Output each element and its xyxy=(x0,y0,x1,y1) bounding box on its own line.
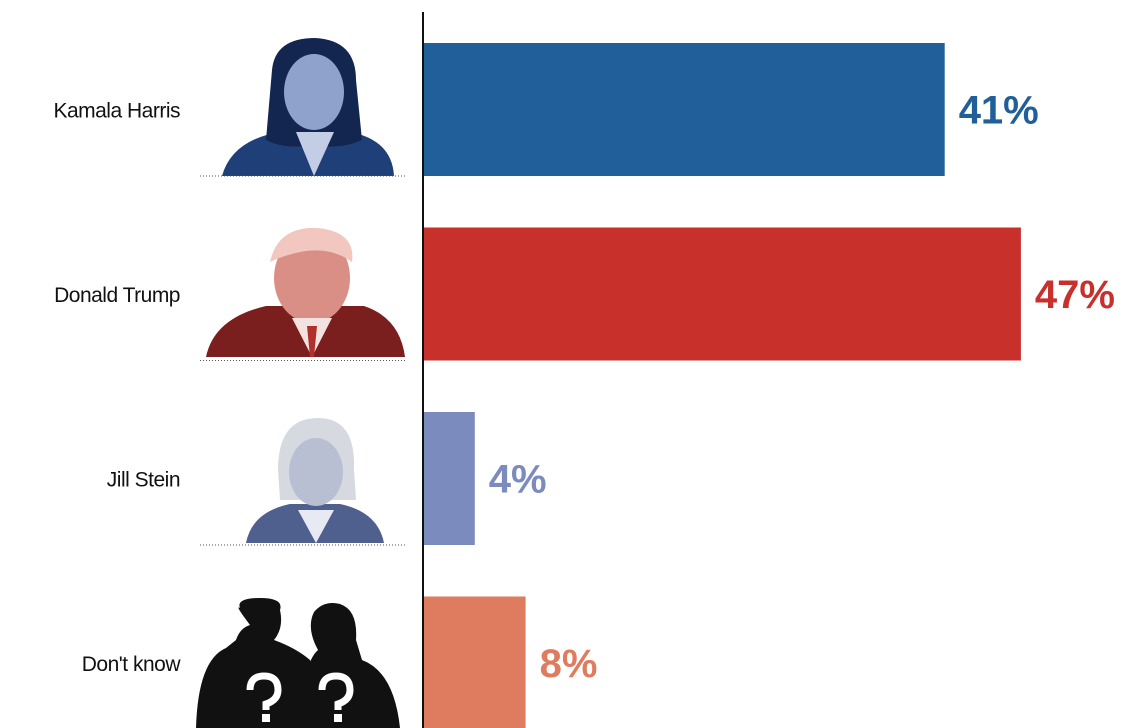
value-label: 47% xyxy=(1035,273,1115,317)
bar xyxy=(424,43,945,176)
bar xyxy=(424,596,526,728)
category-label: Jill Stein xyxy=(107,469,180,492)
value-label: 4% xyxy=(489,458,547,502)
portrait-unknown xyxy=(196,598,400,728)
portrait-trump xyxy=(206,227,405,357)
bar xyxy=(424,227,1021,361)
category-label: Donald Trump xyxy=(54,284,180,307)
category-label: Don't know xyxy=(82,653,182,676)
value-label: 41% xyxy=(959,89,1039,133)
category-label: Kamala Harris xyxy=(53,100,180,123)
value-label: 8% xyxy=(540,642,598,686)
portrait-harris xyxy=(222,38,394,176)
bar xyxy=(424,412,475,545)
portrait-stein xyxy=(246,418,384,543)
